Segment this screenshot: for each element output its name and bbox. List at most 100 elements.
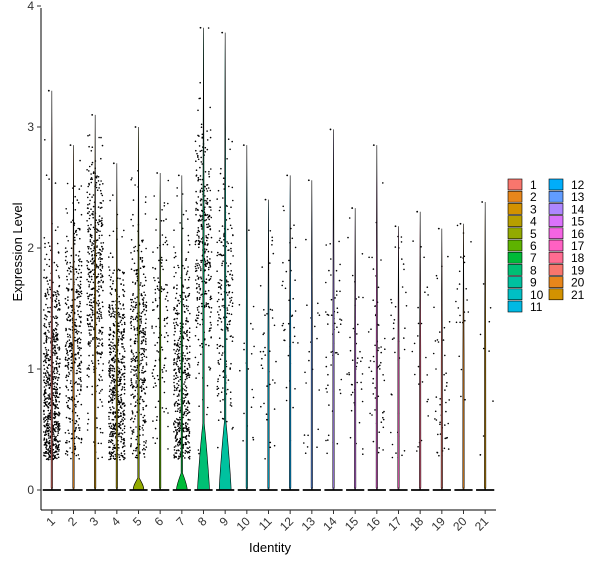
- data-point: [372, 382, 374, 385]
- data-point: [95, 336, 98, 339]
- data-point: [79, 377, 82, 379]
- data-point: [112, 282, 114, 285]
- data-point: [71, 385, 73, 388]
- data-point: [86, 264, 88, 267]
- data-point: [108, 390, 111, 393]
- data-point: [208, 366, 210, 368]
- data-point: [101, 263, 103, 266]
- data-point: [161, 209, 163, 211]
- data-point: [250, 353, 253, 355]
- data-point: [66, 278, 68, 281]
- data-point: [227, 270, 229, 273]
- data-point: [218, 253, 220, 256]
- data-point: [118, 331, 121, 333]
- data-point: [76, 276, 79, 279]
- data-point: [119, 383, 121, 385]
- data-point: [179, 294, 181, 297]
- data-point: [318, 389, 321, 391]
- data-point: [269, 446, 272, 449]
- data-point: [204, 206, 206, 208]
- data-point: [65, 348, 67, 350]
- data-point: [114, 311, 116, 313]
- data-point: [185, 402, 188, 405]
- data-point: [217, 324, 219, 326]
- data-point: [96, 239, 99, 241]
- data-point: [151, 372, 154, 374]
- data-point: [130, 320, 132, 323]
- data-point: [145, 362, 148, 364]
- data-point: [382, 416, 384, 419]
- data-point: [145, 356, 148, 359]
- data-point: [141, 356, 143, 359]
- data-point: [423, 256, 425, 259]
- data-point: [111, 367, 113, 370]
- data-point: [205, 293, 208, 295]
- data-point: [403, 348, 406, 351]
- data-point: [361, 400, 364, 403]
- data-point: [132, 386, 134, 389]
- data-point: [182, 443, 185, 446]
- data-point: [92, 354, 94, 357]
- data-point: [77, 454, 80, 456]
- data-point: [100, 317, 103, 319]
- data-point: [64, 247, 67, 249]
- violin-group-4: [107, 162, 126, 491]
- violin-17: [397, 226, 400, 491]
- data-point: [152, 386, 155, 389]
- data-point: [68, 283, 70, 285]
- data-point: [44, 425, 46, 428]
- data-point: [45, 452, 47, 455]
- data-point: [120, 362, 123, 364]
- data-point: [79, 341, 82, 344]
- data-point: [140, 347, 142, 350]
- data-point: [90, 275, 93, 278]
- data-point: [52, 361, 54, 364]
- data-point: [133, 269, 136, 272]
- data-point: [316, 337, 318, 340]
- data-point: [271, 236, 274, 239]
- data-point: [184, 378, 187, 381]
- data-point: [199, 81, 201, 84]
- data-point: [108, 269, 111, 271]
- data-point: [434, 410, 437, 413]
- data-point: [123, 372, 126, 375]
- data-point: [111, 307, 114, 309]
- data-point: [174, 410, 177, 413]
- data-point: [227, 283, 230, 286]
- data-point: [439, 421, 441, 424]
- data-point: [77, 202, 80, 204]
- data-point: [48, 446, 51, 449]
- data-point: [89, 214, 91, 217]
- data-point: [199, 215, 202, 218]
- data-point: [435, 419, 438, 421]
- data-point: [185, 296, 187, 299]
- data-point: [216, 311, 219, 313]
- data-point: [160, 290, 163, 293]
- data-point: [130, 315, 133, 318]
- data-point: [88, 332, 91, 334]
- data-point: [55, 427, 57, 429]
- legend-item-2: 2: [507, 190, 537, 204]
- data-point: [374, 387, 377, 389]
- data-point: [47, 448, 50, 450]
- data-point: [130, 403, 132, 405]
- data-point: [91, 254, 93, 257]
- data-point: [54, 410, 56, 413]
- data-point: [121, 386, 124, 388]
- data-point: [217, 387, 220, 390]
- data-point: [55, 430, 57, 433]
- data-point: [109, 279, 112, 281]
- data-point: [91, 114, 94, 116]
- data-point: [99, 307, 101, 310]
- data-point: [65, 287, 68, 289]
- data-point: [52, 402, 55, 404]
- data-point: [100, 136, 102, 139]
- data-point: [208, 266, 210, 269]
- data-point: [177, 174, 180, 177]
- data-point: [64, 345, 67, 348]
- data-point: [339, 323, 342, 326]
- data-point: [222, 260, 224, 263]
- data-point: [154, 442, 157, 445]
- data-point: [117, 395, 120, 398]
- data-point: [80, 260, 83, 263]
